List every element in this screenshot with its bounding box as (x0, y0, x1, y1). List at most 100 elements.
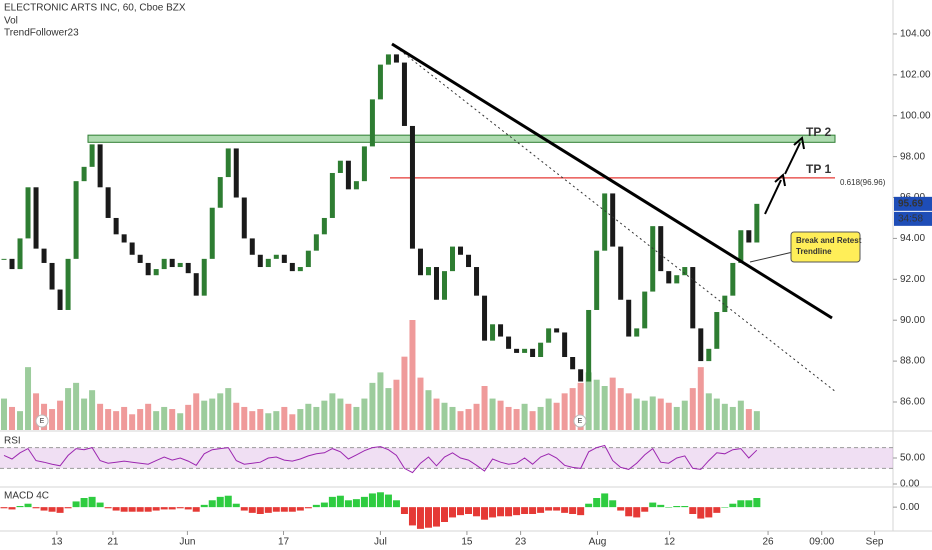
macd-bar (609, 500, 617, 508)
volume-bar (329, 393, 336, 430)
macd-bar (184, 507, 192, 510)
last-price-box (894, 196, 932, 211)
candle (97, 144, 103, 188)
candle (281, 254, 287, 263)
callout-text: Trendline (796, 247, 832, 256)
macd-bar (473, 507, 481, 517)
candle (506, 336, 512, 349)
candle (321, 217, 327, 235)
candle (161, 258, 167, 270)
volume-bar (497, 400, 504, 430)
candle (674, 275, 680, 284)
candle (522, 348, 528, 353)
volume-bar (73, 382, 80, 430)
volume-bar (545, 398, 552, 430)
y-tick-label: 102.00 (900, 69, 931, 80)
candle (594, 250, 600, 310)
candle (73, 181, 79, 259)
macd-bar (352, 499, 360, 508)
candle (554, 328, 560, 333)
volume-bar (369, 382, 376, 430)
macd-bar (328, 496, 336, 508)
volume-bar (33, 393, 40, 430)
macd-bar (681, 506, 689, 508)
candle (562, 332, 568, 358)
target-zone (87, 134, 836, 143)
macd-bar (0, 507, 8, 509)
volume-bar (281, 406, 288, 430)
candle (433, 267, 439, 300)
volume-bar (225, 388, 232, 430)
macd-bar (376, 492, 384, 508)
y-tick-label: 98.00 (900, 151, 925, 162)
candle (746, 230, 752, 243)
volume-bar (457, 411, 464, 430)
candle (249, 238, 255, 255)
candle (754, 203, 760, 243)
earnings-marker[interactable] (573, 414, 587, 428)
volume-bar (721, 403, 728, 430)
volume-bar (337, 398, 344, 430)
volume-bar (569, 388, 576, 430)
indicator-label: TrendFollower23 (4, 28, 79, 39)
macd-bar (176, 507, 184, 509)
macd-bar (449, 507, 457, 518)
macd-bar (529, 507, 537, 514)
macd-bar (232, 503, 240, 508)
candle (201, 258, 207, 296)
macd-bar (481, 507, 489, 520)
volume-bar (617, 388, 624, 430)
candle (1, 258, 7, 260)
macd-bar (336, 495, 344, 508)
y-tick-label: 86.00 (900, 397, 925, 408)
macd-bar (505, 507, 513, 517)
x-tick-label: 12 (664, 537, 676, 548)
macd-bar (729, 503, 737, 508)
macd-bar (553, 507, 561, 511)
candle (409, 125, 415, 249)
candle (257, 254, 263, 268)
volume-bar (57, 400, 64, 430)
volume-bar (233, 402, 240, 430)
candle (626, 299, 632, 337)
volume-bar (641, 400, 648, 430)
trendline (391, 42, 833, 320)
volume-bar (673, 406, 680, 430)
candle (9, 258, 15, 270)
macd-bar (489, 507, 497, 518)
macd-bar (304, 507, 312, 509)
volume-bar (689, 388, 696, 430)
volume-bar (273, 411, 280, 430)
candle (546, 328, 552, 343)
volume-bar (185, 404, 192, 430)
volume-bar (425, 390, 432, 430)
x-tick-label: Aug (589, 537, 607, 548)
back-layer (0, 0, 932, 535)
candle (602, 193, 608, 251)
earnings-marker[interactable] (35, 414, 49, 428)
candle (217, 177, 223, 208)
macd-bar (641, 507, 649, 512)
candle (289, 262, 295, 272)
volume-bar (505, 406, 512, 430)
candle (610, 193, 616, 247)
macd-bar (24, 503, 32, 508)
volume-bar (177, 413, 184, 430)
macd-bar (136, 507, 144, 512)
macd-bar (64, 507, 72, 509)
macd-bar (689, 507, 697, 514)
macd-bar (753, 498, 761, 508)
candle (666, 271, 672, 284)
candle (273, 254, 279, 259)
macd-bar (705, 507, 713, 518)
volume-label: Vol (4, 16, 18, 27)
x-tick-label: 13 (51, 537, 63, 548)
volume-bar (697, 367, 704, 430)
macd-bar (368, 493, 376, 508)
arrow-head (793, 136, 805, 150)
volume-bar (377, 372, 384, 430)
candle (329, 172, 335, 218)
macd-bar (8, 507, 16, 510)
candle (89, 144, 95, 167)
volume-bar (553, 402, 560, 430)
